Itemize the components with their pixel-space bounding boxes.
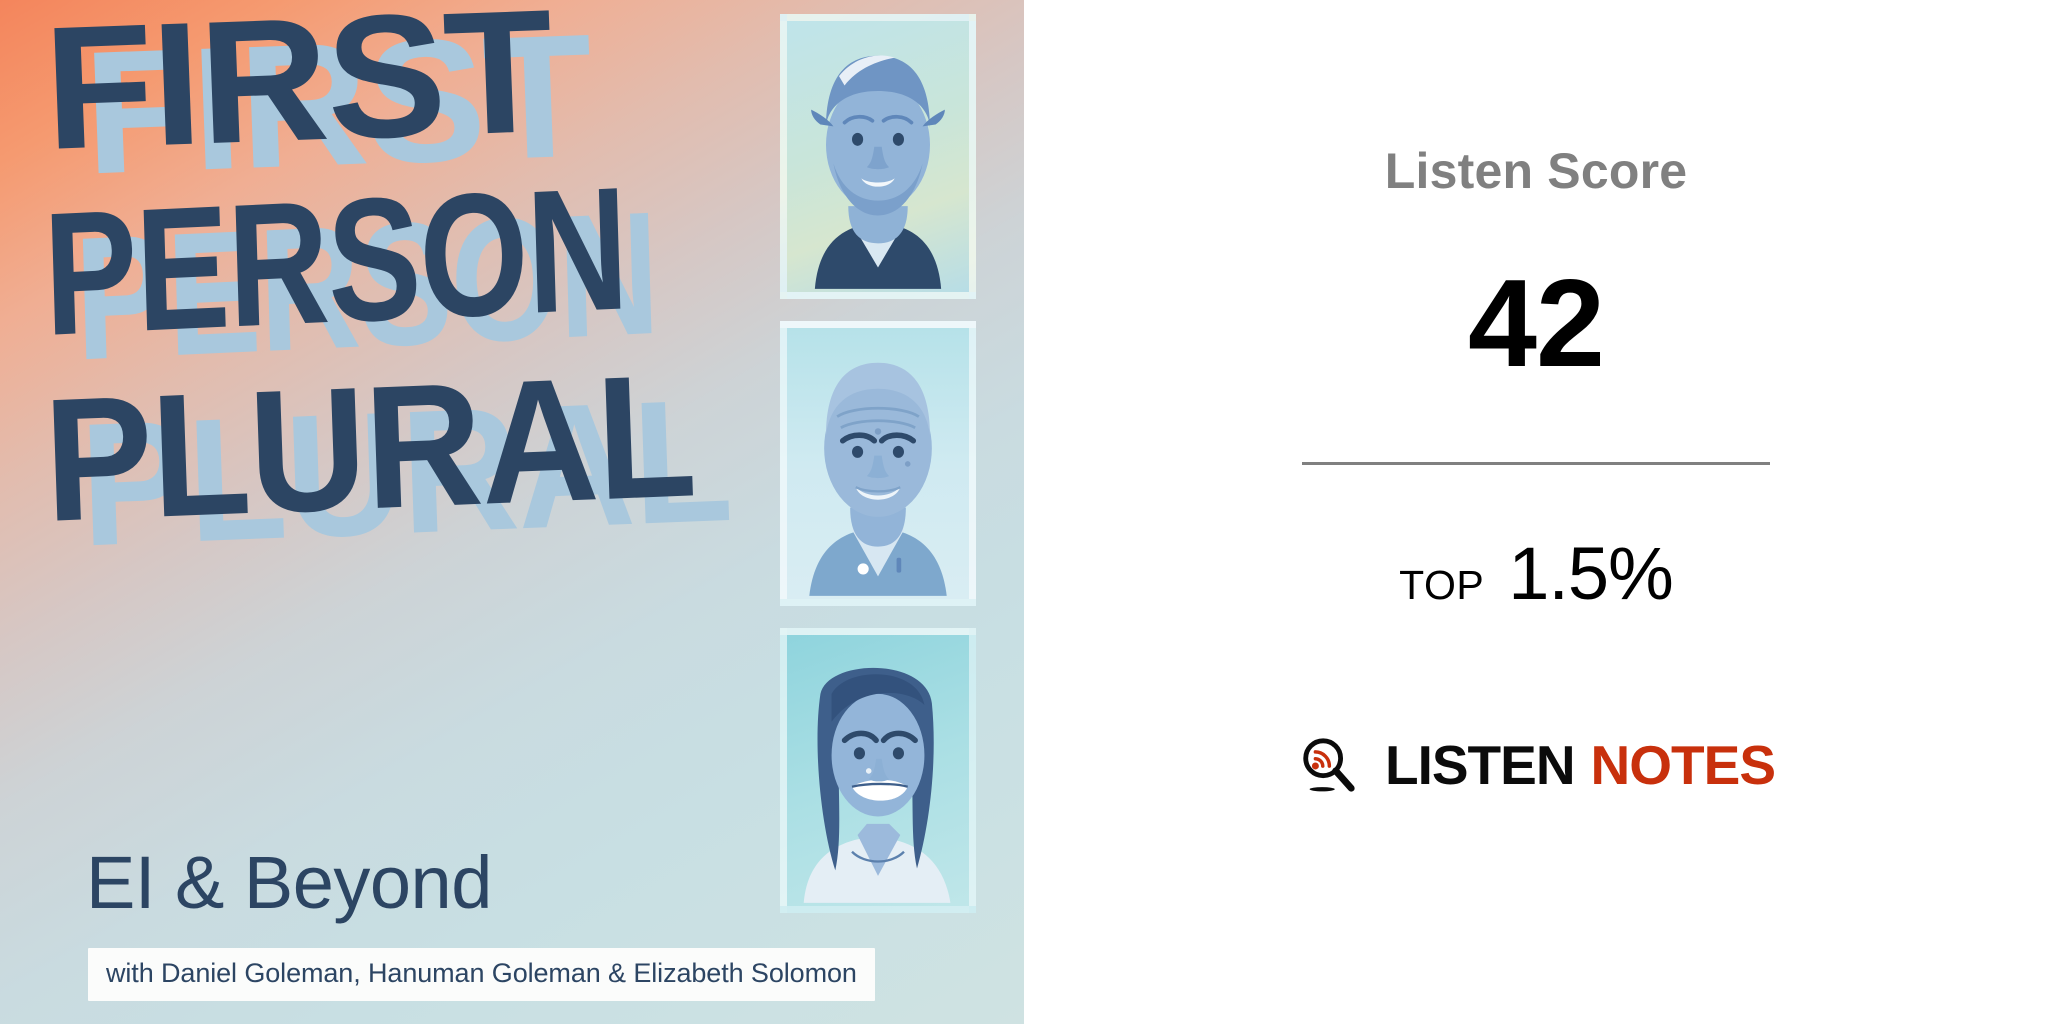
- magnifier-rss-svg: [1303, 738, 1355, 792]
- cover-title-line-2: PERSON PERSON: [41, 151, 660, 397]
- top-percentile-row: TOP 1.5%: [1399, 531, 1674, 616]
- portrait-illustration-2: [809, 362, 947, 596]
- brand-word-listen: LISTEN: [1384, 733, 1576, 796]
- listen-score-label: Listen Score: [1384, 143, 1688, 199]
- top-percentile-value: 1.5%: [1508, 532, 1674, 615]
- top-percentile-label: TOP: [1399, 562, 1485, 608]
- listen-notes-logo[interactable]: LISTEN NOTES: [1297, 733, 1776, 796]
- brand-word-notes: NOTES: [1590, 733, 1776, 796]
- cover-title-line-3: PLURAL PLURAL: [41, 338, 734, 583]
- portrait-elizabeth-solomon: [780, 628, 976, 913]
- podcast-cover-art[interactable]: FIRST FIRST PERSON PERSON PLURAL PLURAL …: [0, 0, 1024, 1024]
- cover-title-stack: FIRST FIRST PERSON PERSON PLURAL PLURAL: [41, 0, 734, 626]
- cover-title-line-1: FIRST FIRST: [41, 0, 594, 211]
- listen-score-value: 42: [1468, 255, 1605, 393]
- portrait-hanuman-goleman: [780, 321, 976, 606]
- cover-portrait-column: [780, 14, 976, 913]
- listen-notes-wordmark: LISTEN NOTES: [1384, 733, 1776, 796]
- cover-credit-text: with Daniel Goleman, Hanuman Goleman & E…: [106, 958, 857, 988]
- cover-subtitle: EI & Beyond: [86, 841, 492, 924]
- panel-divider: [1302, 462, 1770, 465]
- cover-credit-band: with Daniel Goleman, Hanuman Goleman & E…: [88, 948, 875, 1001]
- cover-title-line-2-text: PERSON: [41, 151, 630, 373]
- listen-notes-magnifier-rss-icon: [1297, 734, 1359, 796]
- listen-score-panel: Listen Score 42 TOP 1.5% LISTEN NOTES: [1024, 0, 2048, 1024]
- portrait-illustration-1: [811, 55, 945, 289]
- cover-title-line-3-text: PLURAL: [41, 338, 698, 559]
- portrait-illustration-3: [803, 667, 951, 903]
- portrait-daniel-goleman: [780, 14, 976, 299]
